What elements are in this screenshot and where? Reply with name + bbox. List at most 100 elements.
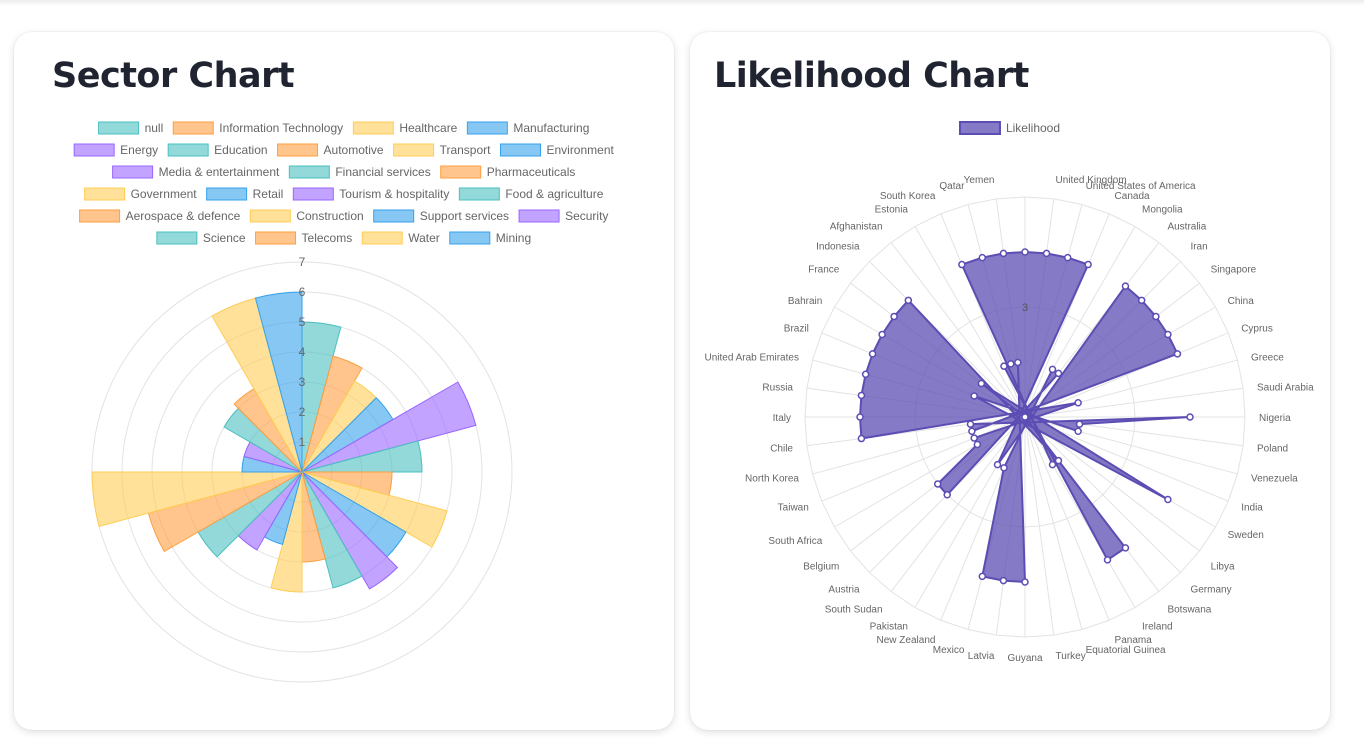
legend-swatch: [361, 231, 403, 245]
data-point: [1152, 312, 1160, 321]
axis-label: Mexico: [933, 645, 965, 656]
data-point: [878, 330, 886, 339]
legend-label: Security: [565, 209, 608, 223]
axis-label: United States of America: [1086, 181, 1196, 192]
axis-label: Yemen: [964, 175, 995, 186]
data-point: [904, 296, 913, 305]
legend-label: Manufacturing: [513, 121, 589, 135]
data-point: [1084, 260, 1092, 269]
data-point: [857, 434, 866, 443]
grid-spoke: [1024, 213, 1110, 418]
axis-label: South Africa: [768, 536, 822, 547]
data-point: [1054, 456, 1063, 465]
legend-swatch: [156, 231, 198, 245]
sector-chart-card: Sector Chart null Information Technology H…: [14, 32, 674, 730]
legend-label: Telecoms: [302, 231, 353, 245]
legend-swatch: [466, 121, 508, 135]
data-point: [861, 370, 870, 379]
axis-label: China: [1228, 296, 1255, 307]
legend-label: Media & entertainment: [159, 165, 280, 179]
legend-item: Financial services: [288, 165, 431, 179]
sector-wedge: [301, 471, 363, 589]
legend-item: Tourism & hospitality: [292, 187, 449, 201]
r-tick-label: 4: [299, 345, 306, 359]
legend-item: Manufacturing: [466, 121, 589, 135]
legend-swatch: [206, 187, 248, 201]
grid-spoke: [890, 242, 1026, 418]
legend-item: Pharmaceuticals: [440, 165, 575, 179]
legend-swatch: [277, 143, 319, 157]
axis-label: United Arab Emirates: [704, 352, 799, 363]
legend-swatch: [373, 209, 415, 223]
r-tick-label: 6: [299, 285, 306, 299]
legend-label: Water: [408, 231, 440, 245]
top-divider: [0, 0, 1364, 6]
legend-item: Government: [84, 187, 197, 201]
axis-label: Belgium: [803, 561, 839, 572]
grid-spoke: [1024, 332, 1229, 418]
legend-item: Security: [518, 209, 608, 223]
axis-label: Iran: [1190, 242, 1207, 253]
data-point: [958, 260, 966, 269]
data-point: [978, 253, 987, 262]
data-point: [978, 572, 987, 581]
legend-swatch: [440, 165, 482, 179]
data-point: [970, 392, 978, 400]
grid-spoke: [821, 416, 1026, 502]
data-point: [1048, 365, 1057, 374]
legend-item: Retail: [206, 187, 283, 201]
legend-label: Food & agriculture: [505, 187, 603, 201]
axis-label: Turkey: [1056, 651, 1086, 662]
data-point: [966, 420, 975, 428]
grid-spoke: [812, 416, 1026, 475]
data-point: [1103, 556, 1112, 564]
data-point: [1021, 248, 1029, 256]
legend-swatch: [79, 209, 121, 223]
r-tick-label: 1: [299, 435, 306, 449]
sector-legend: null Information Technology Healthcare Manu…: [73, 121, 615, 245]
likelihood-points: [856, 248, 1194, 586]
legend-label: Education: [214, 143, 267, 157]
sector-ticks: 1 2 3 4 5 6 7: [299, 255, 306, 449]
data-point: [1186, 413, 1194, 421]
legend-label: Construction: [296, 209, 363, 223]
data-point: [1000, 464, 1008, 472]
axis-label: United Kingdom: [1056, 175, 1127, 186]
legend-item: Construction: [249, 209, 364, 223]
axis-label: Latvia: [968, 651, 995, 662]
axis-label: Sweden: [1228, 530, 1264, 541]
axis-label: Guyana: [1007, 653, 1042, 664]
legend-item: Science: [156, 231, 246, 245]
legend-swatch: [73, 143, 115, 157]
data-point: [857, 391, 866, 400]
data-point: [968, 427, 976, 435]
grid-spoke: [914, 226, 1026, 418]
legend-item: Telecoms: [255, 231, 353, 245]
likelihood-chart-card: Likelihood Chart Likelihood 3 United Kingd…: [690, 32, 1330, 730]
data-point: [933, 480, 942, 488]
axis-label: Equatorial Guinea: [1086, 645, 1166, 656]
likelihood-chart-title: Likelihood Chart: [714, 56, 1029, 96]
axis-label: North Korea: [745, 474, 799, 485]
axis-label: Chile: [770, 444, 793, 455]
legend-swatch: [84, 187, 126, 201]
axis-label: Poland: [1257, 444, 1288, 455]
legend-item: Healthcare: [352, 121, 458, 135]
grid-spoke: [806, 416, 1026, 447]
data-point: [1137, 296, 1146, 305]
legend-label: Support services: [420, 209, 509, 223]
sector-wedge: [301, 471, 399, 590]
sector-wedge: [254, 291, 303, 473]
grid-spoke: [890, 416, 1026, 592]
axis-label: Botswana: [1167, 605, 1211, 616]
sector-wedge: [301, 471, 448, 548]
legend-swatch: [458, 187, 500, 201]
axis-label: Libya: [1211, 561, 1235, 572]
axis-label: Italy: [773, 413, 791, 424]
legend-label: Automotive: [324, 143, 384, 157]
r-tick-label: 3: [299, 375, 306, 389]
sector-wedge: [301, 381, 477, 473]
data-point: [1074, 427, 1082, 435]
legend-label: Tourism & hospitality: [339, 187, 449, 201]
legend-item: Automotive: [277, 143, 384, 157]
